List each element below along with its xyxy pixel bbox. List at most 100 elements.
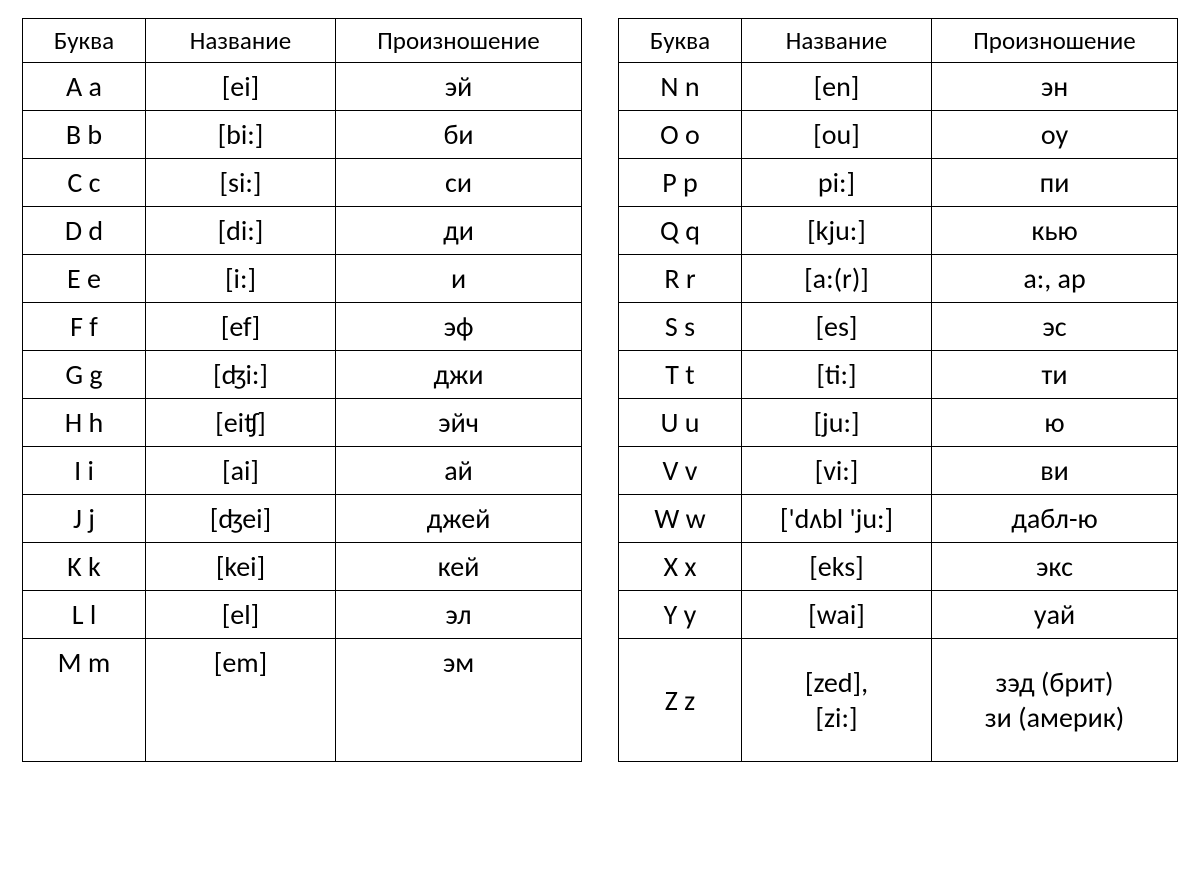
cell-pronunciation: а:, ар — [932, 255, 1178, 303]
cell-name: [eks] — [741, 543, 931, 591]
table-row: V v[vi:]ви — [619, 447, 1178, 495]
cell-letter: V v — [619, 447, 742, 495]
table-row: A a[ei]эй — [23, 63, 582, 111]
cell-name: ['dʌbl 'ju:] — [741, 495, 931, 543]
table-row: K k[kei]кей — [23, 543, 582, 591]
cell-pronunciation: джей — [336, 495, 582, 543]
table-row: I i[ai]ай — [23, 447, 582, 495]
table-row: Y y[wai]уай — [619, 591, 1178, 639]
header-letter: Буква — [23, 19, 146, 63]
alphabet-table-left: Буква Название Произношение A a[ei]эйB b… — [22, 18, 582, 762]
cell-pronunciation: эн — [932, 63, 1178, 111]
cell-letter: Z z — [619, 639, 742, 762]
table-row: X x[eks]экс — [619, 543, 1178, 591]
cell-letter: W w — [619, 495, 742, 543]
cell-letter: I i — [23, 447, 146, 495]
header-name: Название — [145, 19, 335, 63]
cell-name: [ai] — [145, 447, 335, 495]
table-header-row: Буква Название Произношение — [619, 19, 1178, 63]
cell-name: [zed],[zi:] — [741, 639, 931, 762]
table-row: H h[eiʧ]эйч — [23, 399, 582, 447]
cell-letter: Y y — [619, 591, 742, 639]
cell-letter: C c — [23, 159, 146, 207]
cell-letter: J j — [23, 495, 146, 543]
cell-pronunciation: и — [336, 255, 582, 303]
cell-name: [ʤi:] — [145, 351, 335, 399]
cell-letter: T t — [619, 351, 742, 399]
table-row: W w['dʌbl 'ju:]дабл-ю — [619, 495, 1178, 543]
cell-letter: N n — [619, 63, 742, 111]
cell-letter: B b — [23, 111, 146, 159]
cell-pronunciation: оу — [932, 111, 1178, 159]
cell-pronunciation: зэд (брит)зи (америк) — [932, 639, 1178, 762]
cell-name: [ef] — [145, 303, 335, 351]
cell-name: [em] — [145, 639, 335, 762]
cell-name: [en] — [741, 63, 931, 111]
table-header-row: Буква Название Произношение — [23, 19, 582, 63]
table-row: Q q[kju:]кью — [619, 207, 1178, 255]
cell-name: [vi:] — [741, 447, 931, 495]
table-row: O o[ou]оу — [619, 111, 1178, 159]
cell-name: [di:] — [145, 207, 335, 255]
table-row: R r[a:(r)]а:, ар — [619, 255, 1178, 303]
cell-name: [kju:] — [741, 207, 931, 255]
cell-letter: R r — [619, 255, 742, 303]
table-row: E e[i:]и — [23, 255, 582, 303]
cell-name: [ou] — [741, 111, 931, 159]
table-row: S s[es]эс — [619, 303, 1178, 351]
table-row: P ppi:]пи — [619, 159, 1178, 207]
cell-pronunciation: би — [336, 111, 582, 159]
cell-pronunciation: ви — [932, 447, 1178, 495]
table-row: M m[em]эм — [23, 639, 582, 762]
cell-pronunciation: си — [336, 159, 582, 207]
cell-name: [ju:] — [741, 399, 931, 447]
cell-pronunciation: эй — [336, 63, 582, 111]
cell-letter: F f — [23, 303, 146, 351]
cell-name: [i:] — [145, 255, 335, 303]
alphabet-table-right: Буква Название Произношение N n[en]энO o… — [618, 18, 1178, 762]
cell-pronunciation: дабл-ю — [932, 495, 1178, 543]
cell-pronunciation: эл — [336, 591, 582, 639]
header-pronunciation: Произношение — [932, 19, 1178, 63]
cell-pronunciation: эс — [932, 303, 1178, 351]
cell-name: [wai] — [741, 591, 931, 639]
header-name: Название — [741, 19, 931, 63]
cell-letter: O o — [619, 111, 742, 159]
cell-letter: X x — [619, 543, 742, 591]
cell-name: [bi:] — [145, 111, 335, 159]
cell-name: pi:] — [741, 159, 931, 207]
cell-pronunciation: ю — [932, 399, 1178, 447]
cell-letter: A a — [23, 63, 146, 111]
cell-pronunciation: ай — [336, 447, 582, 495]
table-row: F f[ef]эф — [23, 303, 582, 351]
table-row: C c[si:]си — [23, 159, 582, 207]
cell-letter: D d — [23, 207, 146, 255]
cell-letter: Q q — [619, 207, 742, 255]
table-row: Z z[zed],[zi:]зэд (брит)зи (америк) — [619, 639, 1178, 762]
cell-pronunciation: эф — [336, 303, 582, 351]
cell-pronunciation: экс — [932, 543, 1178, 591]
cell-name: [ʤei] — [145, 495, 335, 543]
header-letter: Буква — [619, 19, 742, 63]
cell-pronunciation: пи — [932, 159, 1178, 207]
table-row: B b[bi:]би — [23, 111, 582, 159]
cell-pronunciation: кью — [932, 207, 1178, 255]
cell-letter: H h — [23, 399, 146, 447]
cell-pronunciation: эйч — [336, 399, 582, 447]
cell-pronunciation: джи — [336, 351, 582, 399]
cell-name: [es] — [741, 303, 931, 351]
cell-name: [kei] — [145, 543, 335, 591]
table-row: D d[di:]ди — [23, 207, 582, 255]
cell-letter: M m — [23, 639, 146, 762]
table-row: T t[ti:]ти — [619, 351, 1178, 399]
cell-letter: G g — [23, 351, 146, 399]
table-row: L l[el]эл — [23, 591, 582, 639]
table-row: N n[en]эн — [619, 63, 1178, 111]
cell-name: [si:] — [145, 159, 335, 207]
cell-pronunciation: эм — [336, 639, 582, 762]
table-row: U u[ju:]ю — [619, 399, 1178, 447]
cell-letter: P p — [619, 159, 742, 207]
cell-name: [a:(r)] — [741, 255, 931, 303]
cell-letter: E e — [23, 255, 146, 303]
cell-letter: L l — [23, 591, 146, 639]
